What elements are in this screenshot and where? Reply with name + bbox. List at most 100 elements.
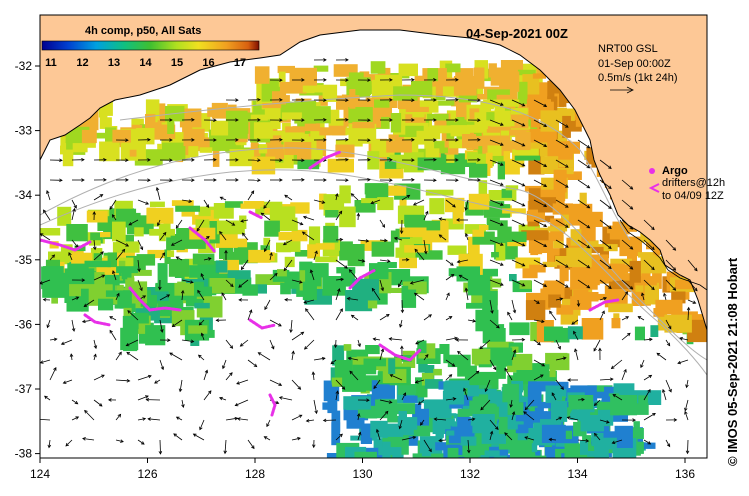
current-arrowhead bbox=[428, 448, 432, 453]
current-arrowhead bbox=[475, 370, 480, 375]
current-arrow bbox=[357, 339, 361, 347]
sst-pixel-block bbox=[491, 347, 513, 366]
current-arrowhead bbox=[586, 205, 591, 209]
current-arrow bbox=[684, 411, 689, 421]
current-arrow bbox=[643, 279, 655, 290]
current-arrow bbox=[555, 219, 569, 228]
current-arrow bbox=[247, 359, 257, 367]
sst-pixel-block bbox=[229, 149, 255, 167]
sst-pixel-block bbox=[332, 345, 345, 366]
sst-pixel-block bbox=[408, 141, 419, 163]
sst-pixel-block bbox=[395, 247, 416, 258]
sst-pixel-block bbox=[587, 292, 599, 302]
current-arrowhead bbox=[298, 280, 303, 284]
sst-pixel-block bbox=[438, 100, 455, 106]
current-arrowhead bbox=[543, 123, 548, 127]
current-arrow bbox=[533, 279, 547, 287]
current-arrowhead bbox=[367, 118, 371, 122]
sst-pixel-block bbox=[545, 352, 568, 365]
current-arrowhead bbox=[98, 403, 103, 407]
current-arrowhead bbox=[367, 158, 371, 162]
current-arrowhead bbox=[235, 118, 239, 122]
current-arrow bbox=[574, 348, 579, 361]
sst-pixel-block bbox=[212, 145, 220, 167]
sst-pixel-block bbox=[369, 263, 389, 280]
current-arrowhead bbox=[433, 98, 437, 102]
current-arrowhead bbox=[564, 184, 569, 188]
sst-pixel-block bbox=[456, 266, 480, 282]
current-arrow bbox=[302, 231, 315, 241]
current-arrow bbox=[533, 319, 545, 323]
sst-pixel-block bbox=[486, 112, 496, 121]
current-arrow bbox=[577, 179, 590, 189]
sst-pixel-block bbox=[525, 300, 546, 321]
current-arrowhead bbox=[500, 182, 504, 186]
current-arrowhead bbox=[672, 287, 677, 291]
sst-pixel-block bbox=[606, 263, 625, 276]
sst-pixel-block bbox=[540, 156, 559, 174]
current-arrow bbox=[511, 179, 525, 187]
sst-pixel-block bbox=[591, 432, 606, 442]
current-arrowhead bbox=[543, 183, 548, 187]
sst-patches bbox=[40, 60, 707, 458]
sst-pixel-block bbox=[332, 377, 343, 387]
current-arrow bbox=[686, 379, 689, 388]
current-arrow bbox=[489, 419, 499, 430]
current-arrow bbox=[197, 290, 205, 301]
current-arrowhead bbox=[694, 267, 698, 272]
current-arrow bbox=[489, 159, 504, 166]
y-tick--33: -33 bbox=[15, 124, 33, 138]
current-arrowhead bbox=[500, 282, 504, 286]
current-arrowhead bbox=[500, 242, 504, 246]
sst-pixel-block bbox=[529, 264, 546, 273]
sst-pixel-block bbox=[105, 290, 134, 297]
current-arrow bbox=[376, 429, 381, 441]
sst-pixel-block bbox=[478, 180, 488, 196]
current-arrow bbox=[612, 394, 623, 401]
current-arrow bbox=[306, 419, 315, 422]
sst-pixel-block bbox=[664, 314, 692, 333]
current-arrow bbox=[93, 194, 103, 201]
current-arrow bbox=[643, 239, 655, 250]
sst-pixel-block bbox=[634, 326, 645, 341]
current-arrowhead bbox=[260, 212, 265, 217]
current-arrowhead bbox=[438, 234, 443, 238]
sst-pixel-block bbox=[412, 220, 441, 231]
current-arrow bbox=[445, 316, 453, 321]
sst-pixel-block bbox=[559, 92, 567, 107]
current-arrow bbox=[511, 139, 525, 147]
current-arrow bbox=[291, 379, 301, 390]
colorbar-tick-15: 15 bbox=[171, 57, 183, 69]
current-arrow bbox=[599, 259, 612, 269]
current-arrow bbox=[159, 294, 170, 301]
current-arrowhead bbox=[109, 206, 113, 210]
current-arrow bbox=[489, 199, 504, 206]
current-arrow bbox=[335, 288, 340, 301]
sst-pixel-block bbox=[547, 226, 568, 232]
sst-pixel-block bbox=[322, 84, 338, 102]
current-arrowhead bbox=[608, 245, 612, 250]
sst-pixel-block bbox=[90, 232, 103, 244]
current-arrow bbox=[181, 279, 193, 283]
current-arrowhead bbox=[679, 336, 684, 341]
sst-pixel-block bbox=[393, 86, 418, 101]
current-arrow bbox=[68, 252, 73, 261]
current-arrowhead bbox=[551, 392, 555, 396]
current-arrow bbox=[389, 338, 403, 341]
current-arrowhead bbox=[629, 186, 634, 190]
current-arrowhead bbox=[521, 143, 526, 147]
colorbar-tick-14: 14 bbox=[139, 57, 152, 69]
sst-pixel-block bbox=[632, 398, 643, 406]
current-arrowhead bbox=[71, 328, 76, 332]
sst-pixel-block bbox=[388, 358, 396, 374]
current-arrowhead bbox=[263, 436, 268, 440]
sst-pixel-block bbox=[349, 89, 356, 109]
sst-pixel-block bbox=[386, 140, 412, 153]
current-arrowhead bbox=[323, 78, 327, 82]
y-tick--36: -36 bbox=[15, 317, 33, 331]
current-arrow bbox=[49, 367, 57, 381]
sst-pixel-block bbox=[540, 110, 559, 132]
sst-pixel-block bbox=[622, 225, 637, 232]
current-arrow bbox=[510, 399, 513, 408]
current-arrow bbox=[489, 179, 504, 186]
